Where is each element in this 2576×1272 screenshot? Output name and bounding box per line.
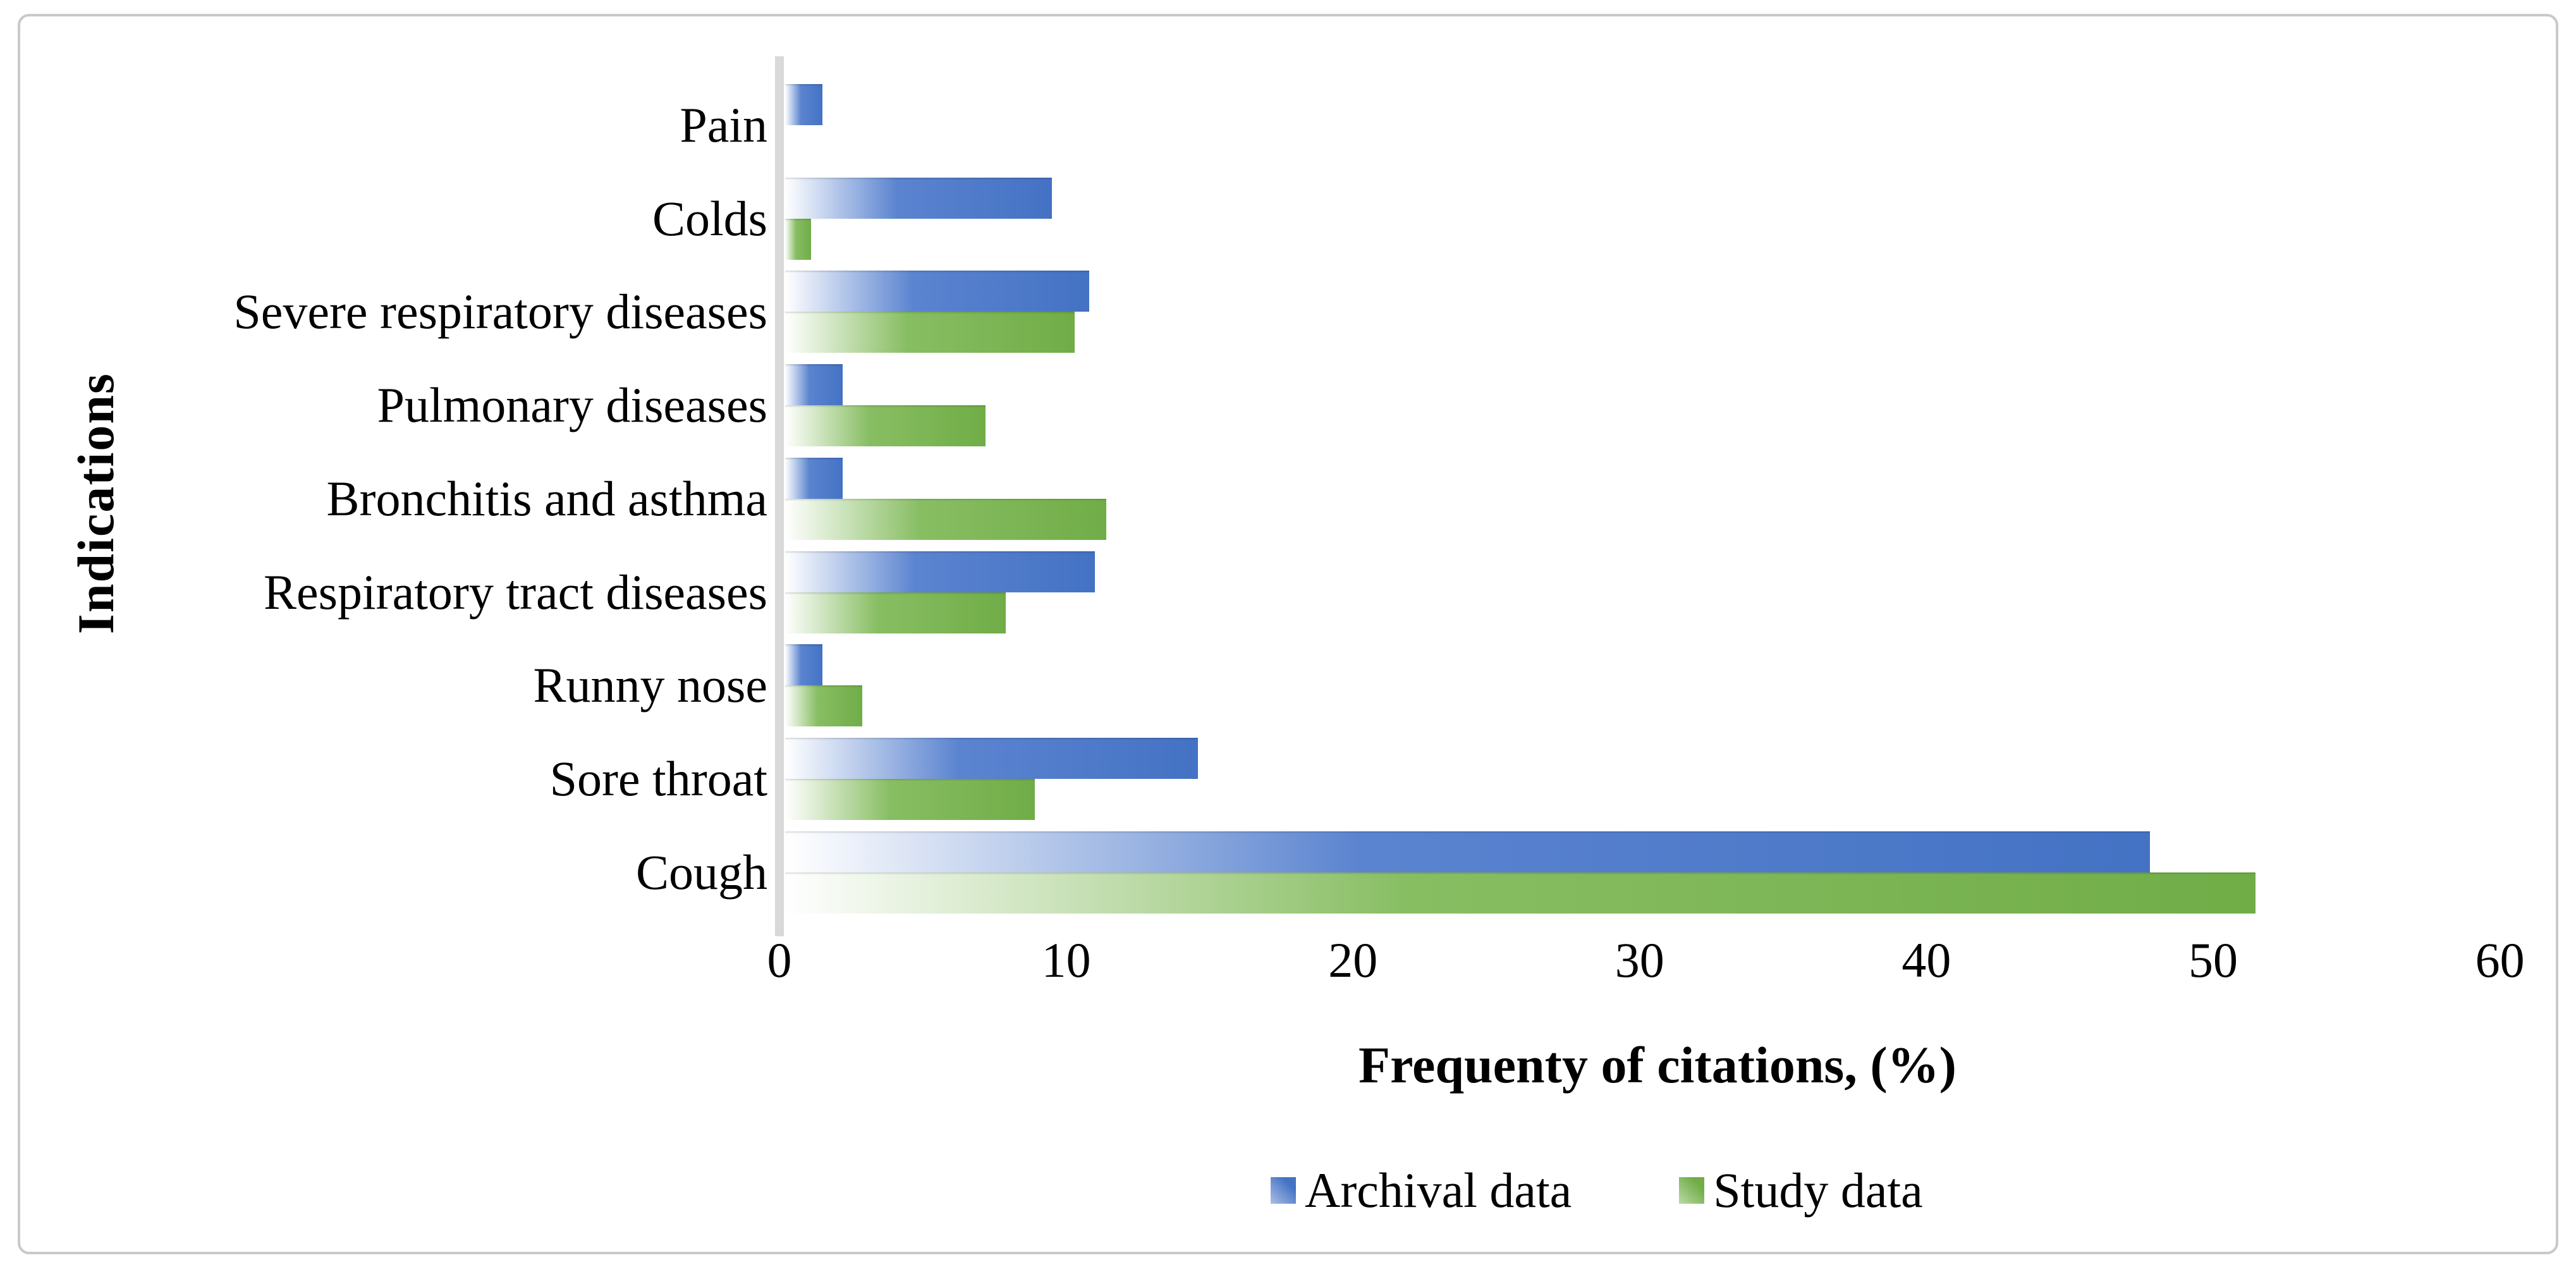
chart-frame: Indications Pain Colds Severe respiratory … — [18, 14, 2558, 1254]
archival-bar-8 — [785, 831, 2150, 872]
x-tick-label: 50 — [2188, 933, 2238, 988]
category-label: Bronchitis and asthma — [326, 470, 767, 526]
category-label: Sore throat — [549, 750, 767, 806]
study-bar-4 — [785, 498, 1106, 540]
x-tick-label: 60 — [2475, 933, 2525, 988]
study-data-swatch — [1679, 1177, 1705, 1204]
x-tick-label: 0 — [767, 933, 792, 988]
archival-data-swatch — [1271, 1177, 1296, 1204]
category-label: Runny nose — [533, 657, 768, 713]
legend-item-archival: Archival data — [1271, 1162, 1572, 1219]
archival-bar-1 — [785, 177, 1052, 219]
category-label: Severe respiratory diseases — [233, 284, 767, 339]
legend-label-archival: Archival data — [1305, 1163, 1572, 1218]
archival-bar-2 — [785, 271, 1089, 312]
study-bar-1 — [785, 218, 811, 260]
x-axis-title: Frequenty of citations, (%) — [1358, 1036, 1956, 1094]
legend-item-study: Study data — [1679, 1162, 1923, 1219]
x-tick-label: 30 — [1615, 933, 1664, 988]
x-tick-label: 40 — [1901, 933, 1951, 988]
archival-bar-4 — [785, 457, 843, 499]
x-tick-label: 10 — [1041, 933, 1091, 988]
category-label: Pulmonary diseases — [377, 377, 767, 433]
x-tick-label: 20 — [1328, 933, 1378, 988]
archival-bar-0 — [785, 84, 822, 125]
study-bar-7 — [785, 778, 1035, 820]
study-bar-2 — [785, 312, 1075, 353]
y-axis-line — [775, 56, 784, 936]
study-bar-6 — [785, 685, 862, 727]
category-label: Pain — [680, 97, 767, 152]
category-label: Respiratory tract diseases — [263, 564, 767, 620]
legend: Archival data Study data — [1271, 1162, 1923, 1219]
study-bar-8 — [785, 872, 2256, 914]
archival-bar-3 — [785, 364, 843, 406]
study-bar-5 — [785, 592, 1006, 633]
archival-bar-5 — [785, 551, 1095, 592]
archival-bar-7 — [785, 737, 1198, 779]
archival-bar-6 — [785, 644, 822, 686]
legend-label-study: Study data — [1713, 1163, 1923, 1218]
category-label: Colds — [652, 190, 767, 246]
study-bar-3 — [785, 405, 986, 447]
category-label: Cough — [635, 844, 767, 900]
